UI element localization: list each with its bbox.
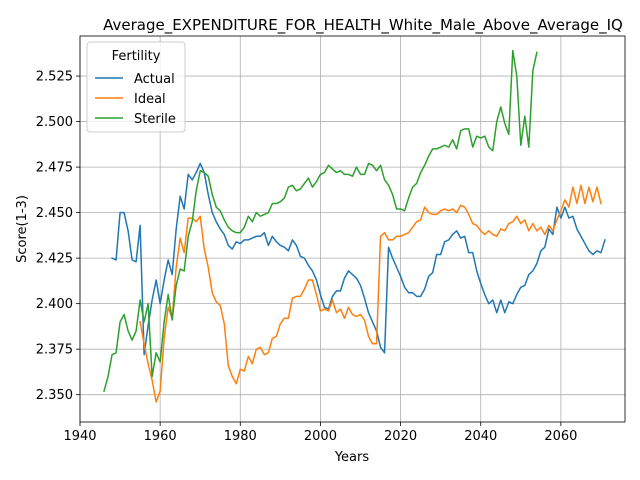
- x-tick-label: 2020: [384, 429, 417, 444]
- y-axis-label: Score(1-3): [15, 195, 30, 263]
- legend-title: Fertility: [112, 49, 161, 64]
- plot-frame: [79, 35, 626, 423]
- x-tick-label: 1960: [144, 429, 177, 444]
- grid: [79, 36, 625, 422]
- x-axis-label: Years: [334, 450, 370, 465]
- y-tick-label: 2.375: [36, 343, 73, 358]
- legend-items: Actual Ideal Sterile: [95, 72, 176, 127]
- legend-label-actual: Actual: [134, 72, 175, 87]
- x-tick-label: 2060: [544, 429, 577, 444]
- x-tick-label: 1940: [63, 429, 96, 444]
- series-layer: [103, 49, 606, 403]
- legend: Fertility Actual Ideal Sterile: [86, 41, 186, 133]
- y-tick-label: 2.475: [36, 161, 73, 176]
- y-tick-label: 2.500: [36, 115, 73, 130]
- x-tick-label: 2040: [464, 429, 497, 444]
- x-tick-label: 2000: [304, 429, 337, 444]
- y-tick-label: 2.425: [36, 252, 73, 267]
- legend-box: [86, 41, 186, 133]
- series-line-ideal: [139, 184, 602, 403]
- legend-label-sterile: Sterile: [134, 112, 176, 127]
- y-tick-label: 2.525: [36, 70, 73, 85]
- series-line-sterile: [103, 49, 538, 392]
- chart-title: Average_EXPENDITURE_FOR_HEALTH_White_Mal…: [103, 16, 623, 35]
- axis-ticks: 1940 1960 1980 2000 2020 2040 2060 2.350 2.375 2.…: [36, 70, 578, 444]
- x-tick-label: 1980: [224, 429, 257, 444]
- y-tick-label: 2.400: [36, 297, 73, 312]
- y-tick-label: 2.450: [36, 206, 73, 221]
- series-line-actual: [111, 162, 606, 356]
- y-tick-label: 2.350: [36, 388, 73, 403]
- legend-label-ideal: Ideal: [134, 92, 166, 107]
